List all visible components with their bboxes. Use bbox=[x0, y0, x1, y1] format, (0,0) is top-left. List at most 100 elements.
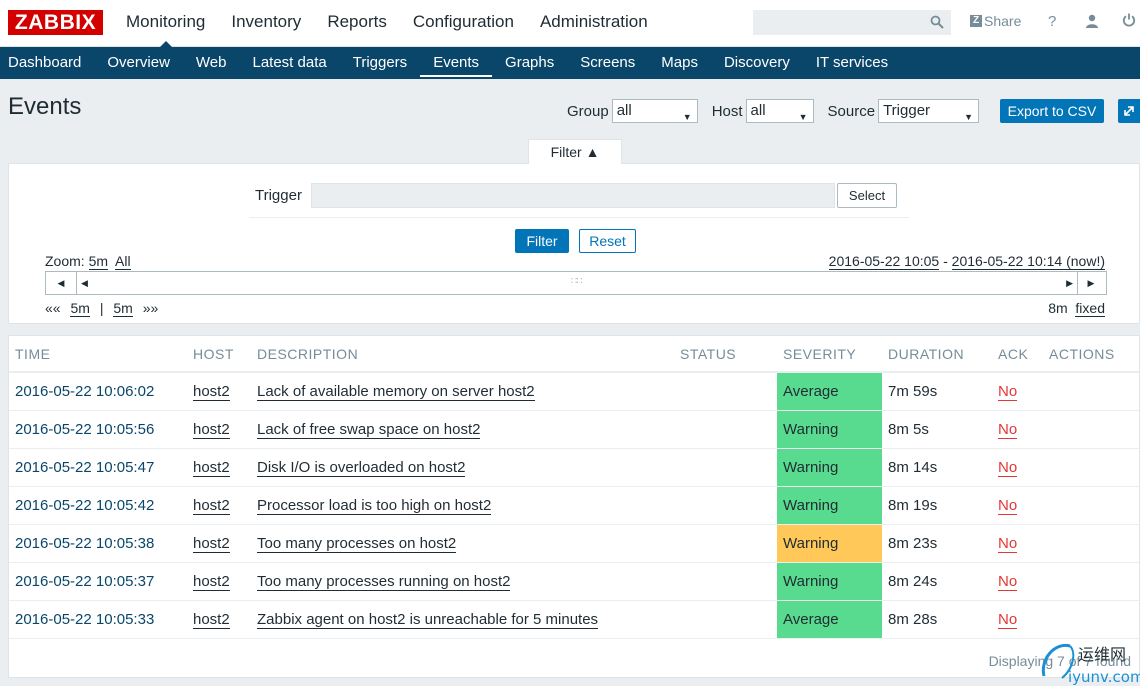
host-link[interactable]: host2 bbox=[193, 420, 230, 439]
host-link[interactable]: host2 bbox=[193, 458, 230, 477]
group-select-value: all bbox=[616, 102, 632, 119]
reset-button[interactable]: Reset bbox=[579, 229, 636, 253]
sub-menu-events[interactable]: Events bbox=[420, 47, 492, 79]
filter-divider bbox=[249, 217, 909, 218]
period-range: 2016-05-22 10:05 - 2016-05-22 10:14 (now… bbox=[828, 253, 1105, 270]
ack-link[interactable]: No bbox=[998, 534, 1018, 553]
ack-link[interactable]: No bbox=[998, 382, 1018, 401]
severity-cell: Warning bbox=[777, 448, 882, 487]
description-link[interactable]: Too many processes on host2 bbox=[257, 534, 457, 553]
period-start-link[interactable]: 2016-05-22 10:05 bbox=[828, 253, 940, 270]
sub-menu-overview[interactable]: Overview bbox=[107, 54, 170, 71]
table-footer-count: Displaying 7 of 7 found bbox=[988, 653, 1131, 669]
event-duration: 8m 23s bbox=[882, 524, 992, 563]
zoom-5m-link[interactable]: 5m bbox=[88, 253, 109, 270]
ack-link[interactable]: No bbox=[998, 458, 1018, 477]
sub-menu-triggers[interactable]: Triggers bbox=[352, 54, 408, 71]
description-link[interactable]: Zabbix agent on host2 is unreachable for… bbox=[257, 610, 599, 629]
column-header-host: HOST bbox=[187, 336, 251, 373]
period-separator: - bbox=[939, 253, 952, 269]
column-header-time: TIME bbox=[9, 336, 187, 373]
top-menu-monitoring[interactable]: Monitoring bbox=[113, 0, 218, 48]
scroll-thumb-right-icon[interactable]: ▶ bbox=[1066, 278, 1073, 288]
sub-menu-discovery[interactable]: Discovery bbox=[723, 54, 790, 71]
events-table-container: TIME HOST DESCRIPTION STATUS SEVERITY DU… bbox=[8, 335, 1140, 678]
top-menu-configuration[interactable]: Configuration bbox=[412, 12, 514, 31]
host-link[interactable]: host2 bbox=[193, 382, 230, 401]
source-label: Source bbox=[827, 102, 876, 120]
ack-link[interactable]: No bbox=[998, 420, 1018, 439]
filter-tab[interactable]: Filter ▲ bbox=[528, 139, 622, 164]
nav-forward-5m-link[interactable]: 5m bbox=[113, 300, 133, 317]
user-profile-icon[interactable] bbox=[1085, 14, 1099, 28]
event-actions bbox=[1043, 562, 1139, 601]
sub-menu-it-services[interactable]: IT services bbox=[815, 54, 889, 71]
column-header-description: DESCRIPTION bbox=[251, 336, 674, 373]
event-time: 2016-05-22 10:05:38 bbox=[9, 524, 187, 563]
ack-link[interactable]: No bbox=[998, 572, 1018, 591]
period-navigation: «« 5m | 5m »» bbox=[45, 300, 164, 317]
table-row: 2016-05-22 10:06:02 host2 Lack of availa… bbox=[9, 372, 1139, 411]
dropdown-arrow-icon: ▼ bbox=[682, 112, 692, 122]
help-icon[interactable]: ? bbox=[1048, 13, 1057, 30]
trigger-select-button[interactable]: Select bbox=[837, 183, 897, 208]
description-link[interactable]: Too many processes running on host2 bbox=[257, 572, 511, 591]
host-link[interactable]: host2 bbox=[193, 572, 230, 591]
timeline-scrollbar[interactable]: ◀ ◀ ∷∷ ▶ ▶ bbox=[45, 271, 1107, 295]
sub-menu-latest-data[interactable]: Latest data bbox=[252, 54, 327, 71]
event-actions bbox=[1043, 524, 1139, 563]
top-menu-administration[interactable]: Administration bbox=[539, 12, 648, 31]
power-icon[interactable] bbox=[1122, 13, 1136, 27]
host-select[interactable]: all ▼ bbox=[745, 99, 814, 123]
severity-cell: Warning bbox=[777, 486, 882, 525]
fixed-toggle-link[interactable]: fixed bbox=[1075, 300, 1105, 317]
sub-menu-dashboard[interactable]: Dashboard bbox=[8, 54, 82, 71]
scroll-right-icon[interactable]: ▶ bbox=[1087, 278, 1095, 288]
top-menu-reports[interactable]: Reports bbox=[327, 12, 387, 31]
table-row: 2016-05-22 10:05:37 host2 Too many proce… bbox=[9, 562, 1139, 601]
description-link[interactable]: Lack of available memory on server host2 bbox=[257, 382, 535, 401]
search-input[interactable] bbox=[753, 10, 951, 35]
severity-cell: Average bbox=[777, 372, 882, 411]
page-title: Events bbox=[8, 93, 82, 120]
sub-menu-graphs[interactable]: Graphs bbox=[505, 54, 555, 71]
host-link[interactable]: host2 bbox=[193, 610, 230, 629]
scroll-left-icon[interactable]: ◀ bbox=[57, 278, 65, 288]
top-menu-inventory[interactable]: Inventory bbox=[231, 12, 302, 31]
trigger-input[interactable] bbox=[311, 183, 835, 208]
group-select[interactable]: all ▼ bbox=[611, 99, 698, 123]
scroll-thumb-left-icon[interactable]: ◀ bbox=[81, 278, 88, 288]
nav-back-5m-link[interactable]: 5m bbox=[70, 300, 90, 317]
fullscreen-button[interactable] bbox=[1118, 99, 1140, 123]
column-header-ack: ACK bbox=[992, 336, 1043, 373]
table-header-row: TIME HOST DESCRIPTION STATUS SEVERITY DU… bbox=[9, 336, 1139, 373]
sub-menu-maps[interactable]: Maps bbox=[661, 54, 698, 71]
description-link[interactable]: Processor load is too high on host2 bbox=[257, 496, 492, 515]
host-link[interactable]: host2 bbox=[193, 534, 230, 553]
export-csv-button[interactable]: Export to CSV bbox=[1000, 99, 1104, 123]
source-select[interactable]: Trigger ▼ bbox=[878, 99, 980, 123]
nav-forward-all-link[interactable]: »» bbox=[142, 300, 159, 316]
nav-back-all-link[interactable]: «« bbox=[45, 300, 61, 316]
event-status bbox=[674, 486, 777, 525]
search-icon[interactable] bbox=[930, 15, 944, 29]
ack-link[interactable]: No bbox=[998, 496, 1018, 515]
share-button[interactable]: Z Share bbox=[970, 13, 1021, 29]
event-actions bbox=[1043, 600, 1139, 639]
host-link[interactable]: host2 bbox=[193, 496, 230, 515]
host-label: Host bbox=[711, 102, 743, 120]
filter-button[interactable]: Filter bbox=[515, 229, 569, 253]
event-time: 2016-05-22 10:05:33 bbox=[9, 600, 187, 639]
scroll-grip-icon[interactable]: ∷∷ bbox=[571, 276, 583, 287]
event-duration: 8m 14s bbox=[882, 448, 992, 487]
period-end-link[interactable]: 2016-05-22 10:14 (now!) bbox=[951, 253, 1105, 270]
description-link[interactable]: Disk I/O is overloaded on host2 bbox=[257, 458, 466, 477]
sub-menu-web[interactable]: Web bbox=[195, 54, 227, 71]
top-bar: ZABBIX Monitoring Inventory Reports Conf… bbox=[0, 0, 1140, 48]
zabbix-logo[interactable]: ZABBIX bbox=[8, 10, 103, 35]
ack-link[interactable]: No bbox=[998, 610, 1018, 629]
description-link[interactable]: Lack of free swap space on host2 bbox=[257, 420, 481, 439]
sub-menu-screens[interactable]: Screens bbox=[580, 54, 636, 71]
zoom-all-link[interactable]: All bbox=[115, 253, 131, 270]
scroll-track[interactable]: ◀ ∷∷ ▶ bbox=[76, 272, 1078, 294]
